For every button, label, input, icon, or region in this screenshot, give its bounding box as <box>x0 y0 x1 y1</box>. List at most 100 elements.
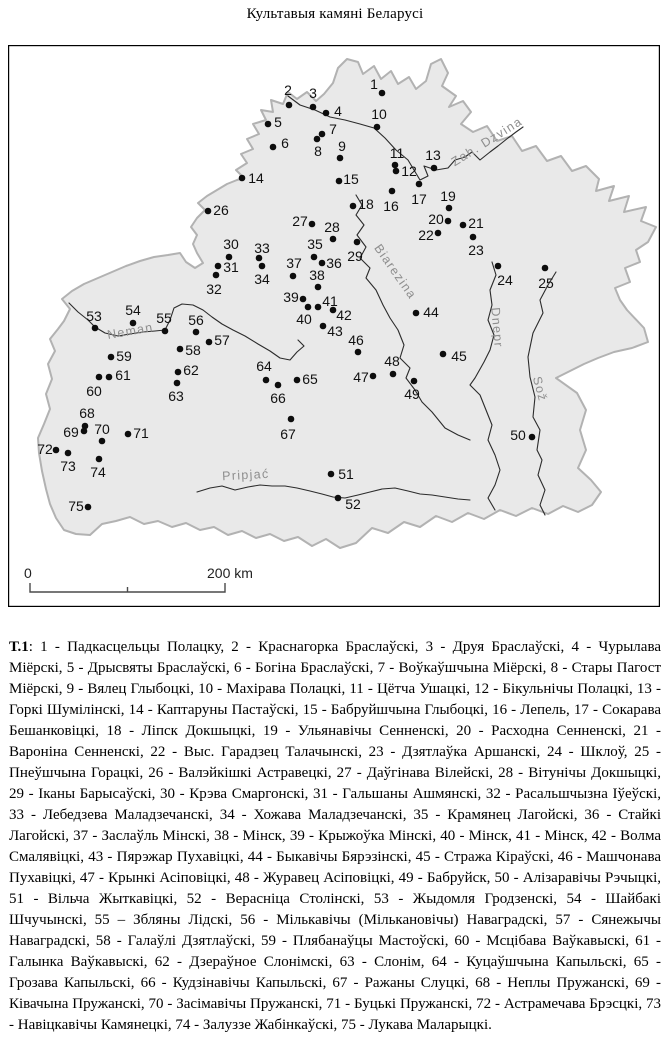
map-point-label-48: 48 <box>384 353 400 369</box>
map-point-label-52: 52 <box>345 496 361 512</box>
map-point-dot-44 <box>412 309 420 317</box>
map-point-dot-75 <box>84 503 92 511</box>
map-point-dot-52 <box>334 494 342 502</box>
map-point-dot-8 <box>313 135 321 143</box>
map-point-label-20: 20 <box>428 211 444 227</box>
map-point-label-4: 4 <box>334 103 342 119</box>
map-point-dot-13 <box>430 164 438 172</box>
map-point-label-15: 15 <box>343 171 359 187</box>
map-point-label-47: 47 <box>353 369 369 385</box>
map-point-dot-43 <box>319 322 327 330</box>
map-point-label-17: 17 <box>411 191 427 207</box>
map-point-dot-53 <box>91 324 99 332</box>
map-point-dot-40 <box>304 303 312 311</box>
map-point-label-63: 63 <box>168 388 184 404</box>
map-point-dot-36 <box>318 259 326 267</box>
map-point-label-18: 18 <box>358 196 374 212</box>
river-pripjac <box>196 484 471 501</box>
map-point-dot-42 <box>329 306 337 314</box>
map-point-dot-2 <box>285 101 293 109</box>
map-point-dot-21 <box>459 221 467 229</box>
map-point-dot-24 <box>494 262 502 270</box>
page-title: Культавыя камяні Беларусі <box>246 6 424 22</box>
map-point-dot-19 <box>445 204 453 212</box>
rivers <box>68 95 557 516</box>
map-point-label-46: 46 <box>348 332 364 348</box>
map-point-label-50: 50 <box>510 427 526 443</box>
river-dnepr <box>469 261 501 511</box>
map-point-dot-30 <box>225 253 233 261</box>
map-point-label-11: 11 <box>390 145 405 161</box>
map-point-label-49: 49 <box>404 386 420 402</box>
map-point-dot-10 <box>373 123 381 131</box>
map-point-dot-31 <box>214 262 222 270</box>
map-point-label-23: 23 <box>468 242 484 258</box>
map-point-label-70: 70 <box>94 421 110 437</box>
map-point-label-39: 39 <box>283 289 299 305</box>
map-point-label-72: 72 <box>37 441 53 457</box>
map-point-dot-35 <box>310 253 318 261</box>
scale-zero-label: 0 <box>24 565 32 581</box>
map-point-dot-6 <box>269 143 277 151</box>
map-point-dot-56 <box>192 328 200 336</box>
map-point-label-31: 31 <box>223 259 239 275</box>
map-point-dot-14 <box>238 174 246 182</box>
map-point-dot-34 <box>258 262 266 270</box>
map-point-dot-18 <box>349 202 357 210</box>
map-point-dot-72 <box>52 446 60 454</box>
map-point-label-36: 36 <box>326 255 342 271</box>
map-point-dot-29 <box>353 238 361 246</box>
map-point-dot-60 <box>95 373 103 381</box>
map-point-dot-48 <box>389 370 397 378</box>
map-point-label-8: 8 <box>314 143 322 159</box>
map-point-dot-58 <box>176 345 184 353</box>
map-point-label-68: 68 <box>79 405 95 421</box>
map-point-label-42: 42 <box>336 307 352 323</box>
map-point-dot-17 <box>415 180 423 188</box>
map-point-label-59: 59 <box>116 348 132 364</box>
map-point-label-57: 57 <box>214 332 230 348</box>
map-point-dot-50 <box>528 433 536 441</box>
map-point-label-2: 2 <box>284 82 292 98</box>
map-point-dot-74 <box>95 455 103 463</box>
map-point-dot-59 <box>107 353 115 361</box>
map-caption: Т.1: 1 - Падкасцельцы Полацку, 2 - Красн… <box>0 637 670 1036</box>
map-point-label-26: 26 <box>213 202 229 218</box>
caption-prefix: Т.1 <box>9 639 29 655</box>
map-point-label-5: 5 <box>274 114 282 130</box>
map-point-label-14: 14 <box>248 170 264 186</box>
map-point-label-25: 25 <box>538 275 554 291</box>
map-point-dot-68 <box>81 422 89 430</box>
map-point-label-40: 40 <box>296 311 312 327</box>
map-point-label-66: 66 <box>270 390 286 406</box>
river-neman <box>68 302 305 361</box>
map-point-label-7: 7 <box>329 121 337 137</box>
scale-max-label: 200 km <box>207 565 253 581</box>
map-point-label-75: 75 <box>68 498 84 514</box>
map-point-dot-20 <box>444 217 452 225</box>
map-point-label-3: 3 <box>309 85 317 101</box>
map-point-label-43: 43 <box>327 323 343 339</box>
map-point-label-13: 13 <box>425 147 441 163</box>
map-point-label-1: 1 <box>370 76 378 92</box>
map-point-label-34: 34 <box>254 271 270 287</box>
map-point-dot-46 <box>354 348 362 356</box>
map-point-dot-15 <box>335 177 343 185</box>
map-point-label-41: 41 <box>322 293 338 309</box>
map-point-dot-63 <box>173 379 181 387</box>
map-point-dot-41 <box>314 303 322 311</box>
map-point-label-60: 60 <box>86 383 102 399</box>
map-point-dot-1 <box>378 89 386 97</box>
map-point-label-73: 73 <box>60 458 76 474</box>
river-label-dnepr: Dnepr <box>488 307 505 349</box>
map-point-label-28: 28 <box>324 219 340 235</box>
map-point-dot-54 <box>129 319 137 327</box>
map-point-label-29: 29 <box>347 248 363 264</box>
map-point-label-44: 44 <box>423 304 439 320</box>
map-point-dot-3 <box>309 103 317 111</box>
map-point-dot-5 <box>264 120 272 128</box>
map-point-label-16: 16 <box>383 198 399 214</box>
map-point-label-9: 9 <box>338 138 346 154</box>
map-point-dot-55 <box>161 327 169 335</box>
